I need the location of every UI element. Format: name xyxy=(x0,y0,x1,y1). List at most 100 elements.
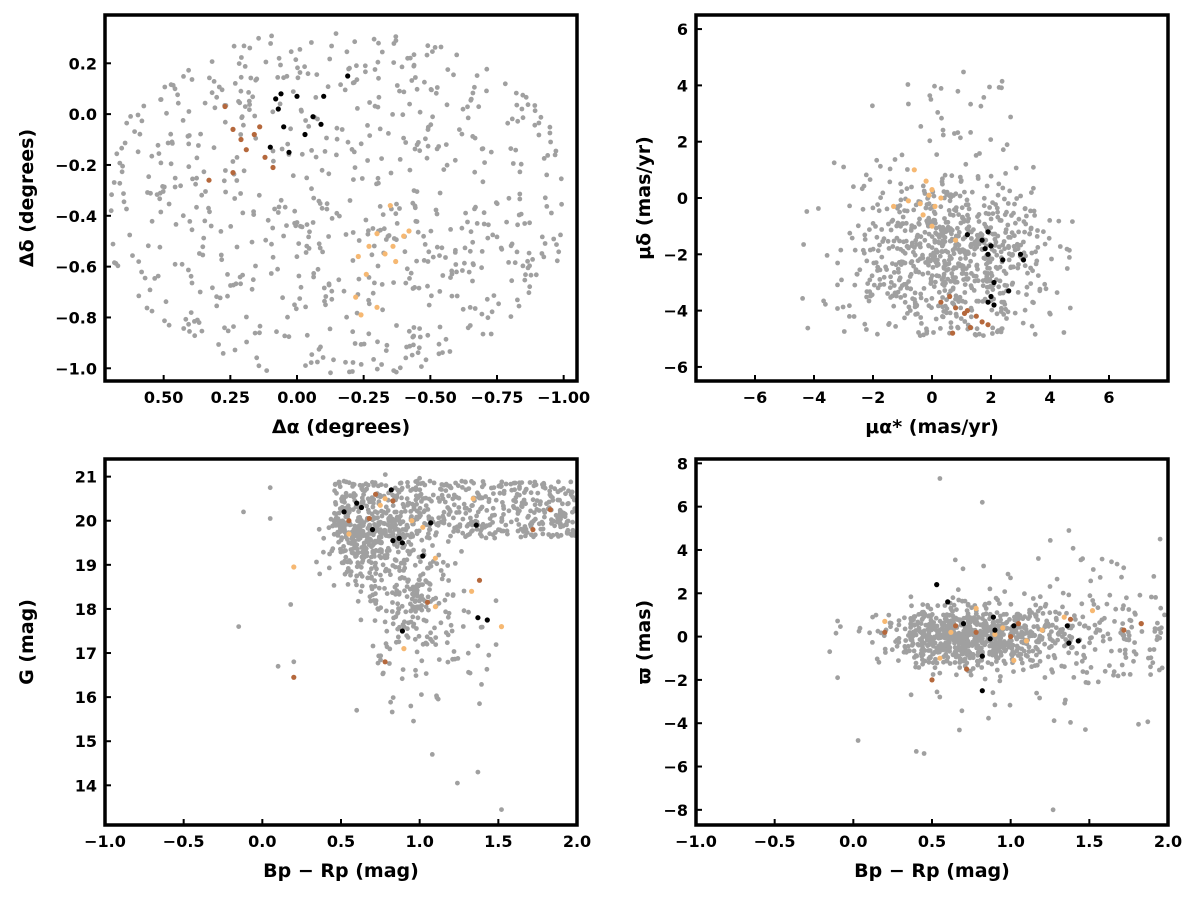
field-star xyxy=(406,539,411,545)
field-star xyxy=(1088,665,1094,670)
field-star xyxy=(416,345,422,351)
field-star xyxy=(328,516,334,522)
field-star xyxy=(309,40,314,45)
field-star xyxy=(558,232,563,238)
field-star xyxy=(1045,654,1051,660)
field-star xyxy=(463,534,468,540)
field-star xyxy=(548,493,554,499)
field-star xyxy=(964,635,970,641)
field-star xyxy=(385,234,391,239)
field-star xyxy=(1022,614,1027,620)
field-star xyxy=(997,644,1003,650)
field-star xyxy=(940,314,945,319)
field-star xyxy=(547,124,553,130)
field-star xyxy=(295,65,300,71)
field-star xyxy=(863,172,869,178)
member-dark-point xyxy=(1121,627,1127,633)
field-star xyxy=(453,262,459,267)
field-star xyxy=(955,130,961,136)
field-star xyxy=(304,222,310,228)
field-star xyxy=(835,675,840,681)
field-star xyxy=(937,224,942,230)
field-star xyxy=(238,132,244,137)
x-tick-label: 0.0 xyxy=(839,832,867,851)
field-star xyxy=(915,232,921,238)
field-star xyxy=(290,173,296,179)
field-star xyxy=(1004,209,1009,215)
field-star xyxy=(1025,270,1030,276)
field-star xyxy=(1047,610,1053,616)
field-star xyxy=(207,209,212,215)
field-star xyxy=(1092,622,1098,628)
field-star xyxy=(1004,142,1010,148)
field-star xyxy=(346,480,352,486)
field-star xyxy=(413,485,419,491)
field-star xyxy=(482,160,487,166)
field-star xyxy=(299,108,304,114)
member-black-point xyxy=(964,232,971,238)
field-star xyxy=(409,78,415,83)
field-star xyxy=(449,628,455,634)
field-star xyxy=(870,205,876,211)
field-star xyxy=(256,192,262,198)
field-star xyxy=(570,519,575,525)
field-star xyxy=(374,566,379,572)
field-star xyxy=(390,695,396,700)
field-star xyxy=(945,276,951,282)
field-star xyxy=(529,520,535,525)
field-star xyxy=(502,81,508,87)
y-tick-label: −2 xyxy=(663,671,688,690)
field-star xyxy=(460,516,466,522)
field-star xyxy=(466,269,472,275)
field-star xyxy=(315,266,321,272)
field-star xyxy=(506,508,512,514)
field-star xyxy=(223,168,228,173)
field-star xyxy=(390,112,395,117)
field-star xyxy=(875,268,880,273)
field-star xyxy=(952,660,958,665)
field-star xyxy=(391,60,397,65)
field-star xyxy=(1067,255,1072,260)
field-star xyxy=(271,158,276,164)
field-star xyxy=(234,155,240,160)
field-star xyxy=(1054,617,1059,623)
field-star xyxy=(414,142,420,148)
field-star xyxy=(446,522,452,528)
field-star xyxy=(924,330,930,336)
field-star xyxy=(923,297,929,303)
field-star xyxy=(1080,614,1086,620)
field-star xyxy=(203,189,208,194)
field-star xyxy=(835,282,840,288)
field-star xyxy=(943,303,948,309)
field-star xyxy=(937,253,943,259)
field-star xyxy=(420,641,426,647)
field-star xyxy=(445,592,450,597)
field-star xyxy=(906,279,911,284)
field-star xyxy=(378,572,383,578)
field-star xyxy=(1031,300,1036,306)
y-tick-label: −0.4 xyxy=(55,207,97,226)
x-tick-label: 1.5 xyxy=(484,832,512,851)
field-star xyxy=(1151,647,1157,652)
field-star xyxy=(1157,536,1163,542)
field-star xyxy=(1040,611,1046,616)
field-star xyxy=(1066,592,1072,598)
field-star xyxy=(217,295,223,301)
member-dark-point xyxy=(1138,621,1144,627)
field-star xyxy=(385,522,391,528)
field-star xyxy=(947,310,953,316)
field-star xyxy=(523,94,529,100)
member-black-point xyxy=(473,522,479,528)
field-star xyxy=(864,289,870,294)
field-star xyxy=(988,216,994,222)
field-star xyxy=(931,330,936,335)
field-star xyxy=(1052,655,1058,661)
field-star xyxy=(1053,609,1058,615)
field-star xyxy=(404,594,410,599)
field-star xyxy=(997,618,1002,624)
field-star xyxy=(371,357,376,362)
field-star xyxy=(899,152,905,158)
field-star xyxy=(1132,610,1138,616)
field-star xyxy=(478,624,484,630)
field-star xyxy=(1024,213,1029,219)
